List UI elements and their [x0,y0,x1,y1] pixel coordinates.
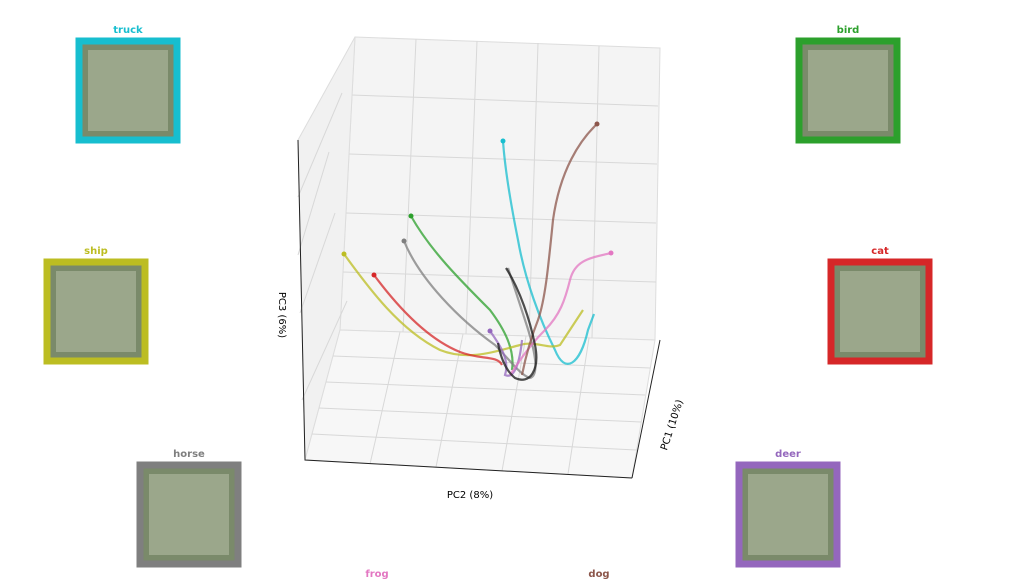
trajectory-start [608,250,614,256]
trajectory [501,140,596,365]
trajectory [496,267,538,381]
image-thumbnail [748,474,828,555]
trajectory [520,123,598,376]
trajectory-start [500,138,506,144]
trajectories [341,121,614,381]
trajectory-start [594,121,600,127]
axis-edges [297,139,661,479]
image-thumbnail [88,50,168,131]
trajectory [402,240,537,380]
class-label: bird [837,25,860,36]
y-axis-label: PC2 (8%) [447,490,493,501]
image-thumbnail [149,474,229,555]
class-label: horse [173,449,205,460]
class-label: deer [775,449,801,460]
image-thumbnail [840,271,920,352]
class-label: truck [113,25,143,36]
class-label: dog [588,569,609,580]
class-label: frog [365,569,388,580]
image-thumbnail [808,50,888,131]
plot-grid [297,36,661,479]
x-axis-label: PC1 (10%) [659,398,686,452]
floor [304,329,656,479]
trajectory-start [341,251,347,257]
class-label: ship [84,246,108,257]
trajectory [509,251,612,376]
trajectory-start [408,213,414,219]
trajectory-start [487,328,493,334]
trajectory-start [371,272,377,278]
trajectory-start [401,238,407,244]
z-axis-label: PC3 (6%) [276,292,287,338]
trajectory [373,274,503,366]
trajectory [410,215,514,371]
class-label: cat [871,246,889,257]
image-thumbnail [56,271,136,352]
